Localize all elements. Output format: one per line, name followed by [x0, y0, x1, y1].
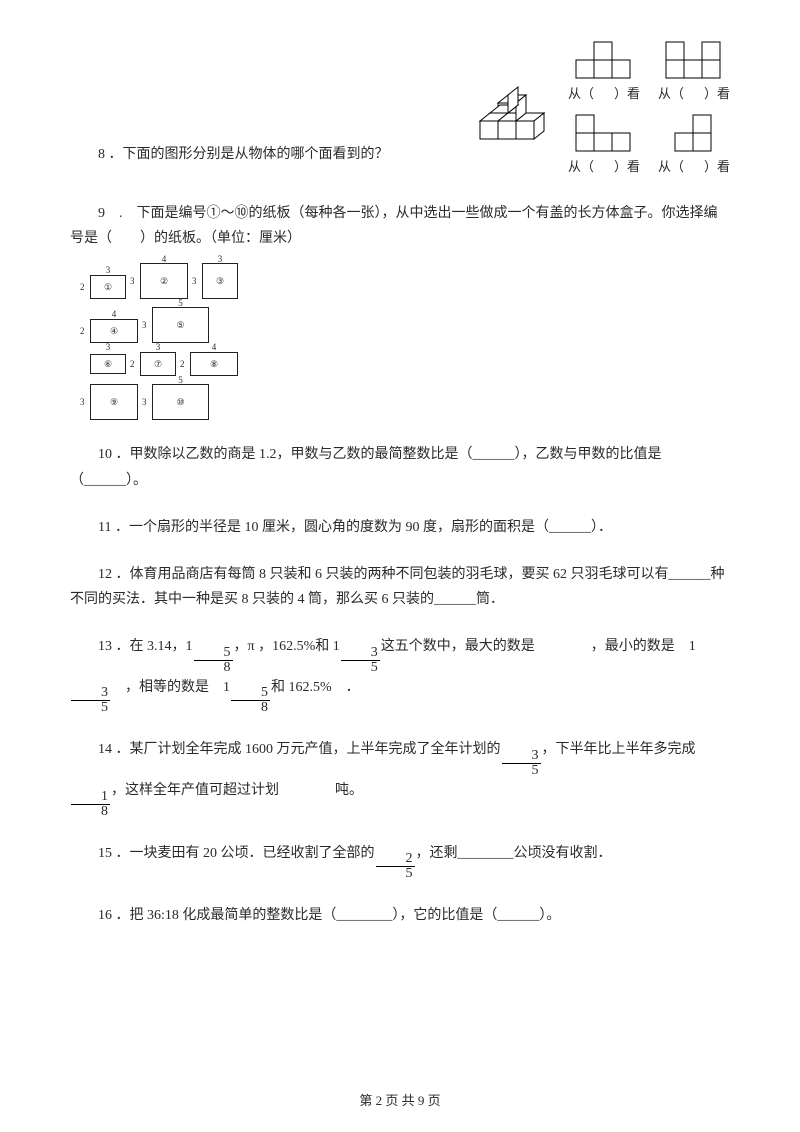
page-footer: 第 2 页 共 9 页 — [0, 1089, 800, 1112]
labeled-rect: 42⑧ — [190, 351, 238, 376]
question-16: 16 ．把 36:18 化成最简单的整数比是（________），它的比值是（_… — [70, 903, 730, 928]
fraction: 35 — [71, 686, 110, 715]
q9-text: 9 . 下面是编号①～⑩的纸板（每种各一张），从中选出一些做成一个有盖的长方体盒… — [70, 201, 730, 251]
rect-box: ⑤ — [152, 307, 209, 343]
question-9: 9 . 下面是编号①～⑩的纸板（每种各一张），从中选出一些做成一个有盖的长方体盒… — [70, 201, 730, 421]
labeled-rect: 33③ — [202, 263, 238, 299]
dim-top: 3 — [218, 251, 223, 267]
cube-3d-figure — [472, 69, 550, 150]
dim-left: 3 — [142, 317, 147, 333]
dim-top: 4 — [112, 306, 117, 322]
labeled-rect: 32⑦ — [140, 351, 176, 376]
rect-row: 3⑥ 32⑦ 42⑧ — [90, 351, 730, 376]
view-caption: 从（）看 — [568, 155, 640, 178]
labeled-rect: 42④ — [90, 318, 138, 343]
view-caption: 从（）看 — [568, 82, 640, 105]
rect-box: ③ — [202, 263, 238, 299]
question-12: 12 ．体育用品商店有每筒 8 只装和 6 只装的两种不同包装的羽毛球，要买 6… — [70, 562, 730, 612]
dim-left: 3 — [130, 273, 135, 289]
dim-left: 3 — [80, 394, 85, 410]
fraction: 58 — [194, 646, 233, 675]
dim-left: 2 — [80, 322, 85, 338]
view-bottom-right: 从（）看 — [658, 113, 730, 178]
rect-box: ① — [90, 275, 126, 299]
grid-icon — [664, 40, 724, 80]
dim-top: 3 — [156, 339, 161, 355]
rect-box: ⑦ — [140, 352, 176, 376]
rect-box: ⑩ — [152, 384, 209, 420]
labeled-rect: 53⑤ — [152, 307, 209, 343]
question-8: 8 ．下面的图形分别是从物体的哪个面看到的？ — [70, 40, 730, 179]
dim-left: 3 — [192, 273, 197, 289]
rect-box: ⑨ — [90, 384, 138, 420]
labeled-rect: 3⑨ — [90, 384, 138, 420]
dim-top: 3 — [106, 339, 111, 355]
q8-views-grid: 从（）看 从（）看 — [472, 40, 730, 179]
rect-box: ② — [140, 263, 188, 299]
view-top-right: 从（）看 — [658, 40, 730, 105]
fraction: 25 — [376, 852, 415, 881]
labeled-rect: 32① — [90, 274, 126, 299]
view-top-left: 从（）看 — [568, 40, 640, 105]
fraction: 18 — [71, 790, 110, 819]
rect-row: 32①43②33③ — [90, 263, 730, 299]
rect-box: ⑥ — [90, 354, 126, 374]
question-10: 10 ．甲数除以乙数的商是 1.2，甲数与乙数的最简整数比是（______），乙… — [70, 442, 730, 492]
question-14: 14 ．某厂计划全年完成 1600 万元产值，上半年完成了全年计划的35，下半年… — [70, 737, 730, 818]
rect-row: 42④ 53⑤ — [90, 307, 730, 343]
dim-top: 4 — [162, 251, 167, 267]
dim-top: 5 — [178, 295, 183, 311]
labeled-rect: 53⑩ — [152, 384, 209, 420]
question-15: 15 ．一块麦田有 20 公顷．已经收割了全部的25，还剩________公顷没… — [70, 841, 730, 882]
view-caption: 从（）看 — [658, 155, 730, 178]
dim-left: 3 — [142, 394, 147, 410]
dim-left: 2 — [80, 278, 85, 294]
grid-icon — [574, 40, 634, 80]
q9-rects-board: 32①43②33③42④53⑤3⑥32⑦42⑧3⑨53⑩ — [90, 263, 730, 420]
question-11: 11 ．一个扇形的半径是 10 厘米，圆心角的度数为 90 度，扇形的面积是（_… — [70, 515, 730, 540]
labeled-rect: 3⑥ — [90, 351, 126, 376]
question-13: 13 ．在 3.14，158，π ，162.5%和 135这五个数中，最大的数是… — [70, 634, 730, 715]
grid-icon — [673, 113, 715, 153]
dim-top: 3 — [106, 262, 111, 278]
view-bottom-left: 从（）看 — [568, 113, 640, 178]
rect-box: ⑧ — [190, 352, 238, 376]
q8-text: 8 ．下面的图形分别是从物体的哪个面看到的？ — [70, 142, 452, 179]
labeled-rect: 43② — [140, 263, 188, 299]
rect-row: 3⑨ 53⑩ — [90, 384, 730, 420]
fraction: 58 — [231, 686, 270, 715]
fraction: 35 — [341, 646, 380, 675]
dim-top: 4 — [212, 339, 217, 355]
dim-left: 2 — [130, 356, 135, 372]
view-caption: 从（）看 — [658, 82, 730, 105]
fraction: 35 — [502, 749, 541, 778]
dim-left: 2 — [180, 356, 185, 372]
dim-top: 5 — [178, 372, 183, 388]
grid-icon — [574, 113, 634, 153]
rect-box: ④ — [90, 319, 138, 343]
